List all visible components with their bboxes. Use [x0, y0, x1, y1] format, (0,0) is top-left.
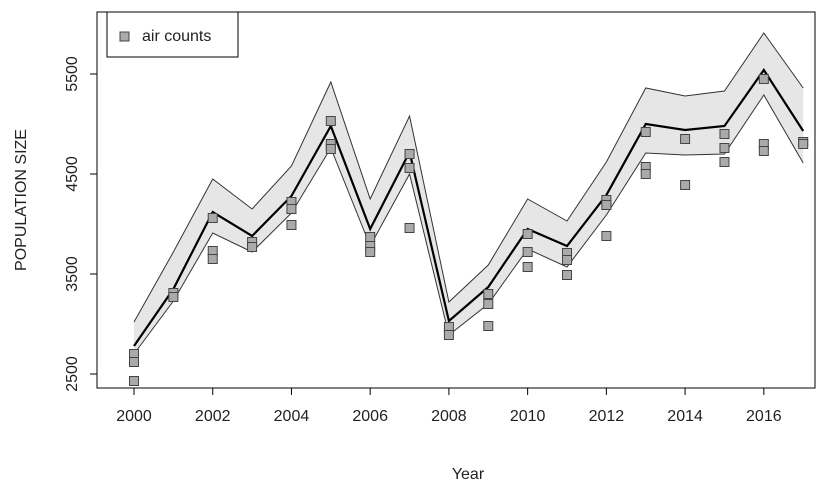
count-point — [365, 232, 376, 242]
x-axis-label: Year — [452, 466, 485, 483]
x-tick-label: 2016 — [746, 408, 782, 425]
count-point — [522, 247, 533, 257]
count-point — [404, 149, 415, 159]
count-point — [207, 213, 218, 223]
x-tick-label: 2004 — [274, 408, 310, 425]
count-point — [168, 292, 179, 302]
y-tick-label: 3500 — [64, 256, 81, 292]
count-point — [640, 169, 651, 179]
count-point — [601, 200, 612, 210]
y-tick-label: 4500 — [64, 156, 81, 192]
count-point — [325, 144, 336, 154]
count-point — [129, 376, 140, 386]
x-tick-label: 2008 — [431, 408, 467, 425]
x-tick-label: 2000 — [116, 408, 152, 425]
x-tick-label: 2012 — [589, 408, 625, 425]
count-point — [798, 139, 809, 149]
legend-marker — [119, 31, 130, 42]
count-point — [286, 204, 297, 214]
count-point — [129, 357, 140, 367]
y-axis-label: POPULATION SIZE — [13, 129, 30, 271]
band-upper-line — [133, 32, 804, 323]
count-point — [325, 116, 336, 126]
count-point — [680, 180, 691, 190]
estimate-line — [133, 68, 805, 347]
count-point — [207, 254, 218, 264]
count-point — [483, 321, 494, 331]
plot-frame — [96, 11, 816, 389]
count-point — [404, 163, 415, 173]
band-lower-line — [133, 94, 804, 355]
count-point — [483, 299, 494, 309]
x-tick-label: 2010 — [510, 408, 546, 425]
count-point — [404, 223, 415, 233]
count-point — [719, 157, 730, 167]
count-point — [247, 242, 258, 252]
count-point — [365, 247, 376, 257]
count-point — [680, 134, 691, 144]
count-point — [286, 220, 297, 230]
x-tick-label: 2014 — [667, 408, 703, 425]
count-point — [719, 143, 730, 153]
y-tick-label: 2500 — [64, 356, 81, 392]
y-tick-label: 5500 — [64, 56, 81, 92]
legend-label: air counts — [142, 28, 211, 45]
count-point — [719, 129, 730, 139]
count-point — [758, 74, 769, 84]
count-point — [758, 146, 769, 156]
x-tick-label: 2002 — [195, 408, 231, 425]
confidence-band — [134, 33, 804, 354]
count-point — [483, 289, 494, 299]
count-point — [522, 262, 533, 272]
count-point — [601, 231, 612, 241]
count-point — [562, 270, 573, 280]
x-tick-label: 2006 — [352, 408, 388, 425]
count-point — [443, 330, 454, 340]
count-point — [640, 127, 651, 137]
count-point — [562, 255, 573, 265]
count-point — [522, 229, 533, 239]
